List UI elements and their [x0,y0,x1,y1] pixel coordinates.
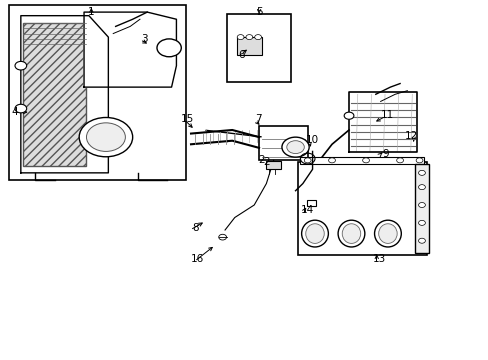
Circle shape [86,123,125,152]
Ellipse shape [337,220,364,247]
Ellipse shape [301,220,328,247]
Text: 9: 9 [382,149,388,159]
Bar [227,14,290,82]
Text: 16: 16 [190,254,203,264]
Text: 8: 8 [192,223,199,233]
Circle shape [237,35,244,40]
Ellipse shape [342,224,360,243]
Text: 10: 10 [305,135,319,145]
Circle shape [418,170,425,175]
Circle shape [304,158,310,163]
Circle shape [79,117,132,157]
Circle shape [218,234,226,240]
Text: 15: 15 [181,114,194,124]
Circle shape [418,238,425,243]
Text: 14: 14 [301,205,314,215]
Bar [237,37,261,55]
Bar [297,162,426,255]
Circle shape [254,35,261,40]
Ellipse shape [305,224,324,243]
Circle shape [418,203,425,207]
Circle shape [282,137,308,157]
Bar [259,126,307,160]
Bar [9,5,186,180]
Circle shape [328,158,335,163]
Text: 12: 12 [404,131,417,141]
Text: 5: 5 [255,7,262,17]
Ellipse shape [378,224,396,243]
Text: 2: 2 [258,156,264,165]
Text: 3: 3 [141,34,148,44]
Circle shape [15,62,27,70]
Bar [266,161,281,169]
Circle shape [245,35,252,40]
Text: 11: 11 [380,110,393,120]
Circle shape [418,220,425,225]
Circle shape [415,158,422,163]
Circle shape [157,39,181,57]
Text: 6: 6 [237,50,244,60]
Bar [306,201,316,206]
Bar [300,157,424,164]
Circle shape [15,104,27,113]
Polygon shape [84,12,176,87]
Ellipse shape [374,220,401,247]
Bar [23,23,86,166]
Circle shape [286,141,304,154]
Circle shape [362,158,369,163]
Text: 13: 13 [372,254,386,264]
Circle shape [344,112,353,119]
Text: 4: 4 [12,107,18,117]
Text: 2: 2 [263,157,269,167]
Text: 1: 1 [88,7,95,17]
Circle shape [418,185,425,190]
Text: 7: 7 [254,113,261,123]
Bar [414,164,428,253]
Circle shape [396,158,403,163]
Polygon shape [348,94,416,152]
Polygon shape [21,16,108,173]
